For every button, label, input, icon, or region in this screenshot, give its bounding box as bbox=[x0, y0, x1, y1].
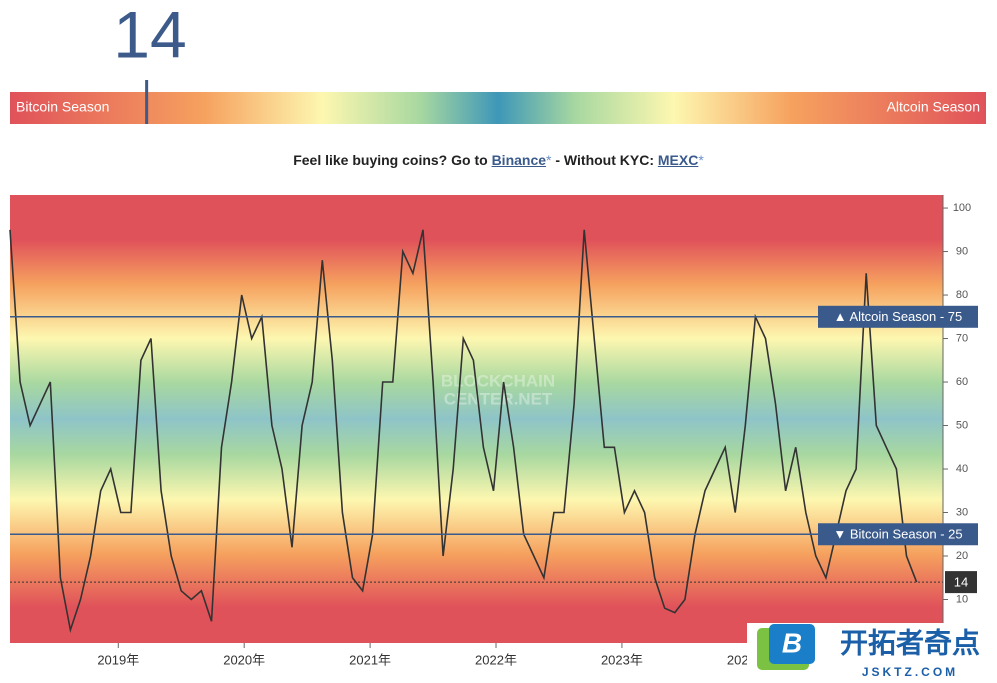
logo-url: JSKTZ.COM bbox=[862, 665, 958, 679]
star: * bbox=[698, 152, 704, 168]
y-tick-label: 20 bbox=[956, 550, 968, 562]
y-tick-label: 60 bbox=[956, 376, 968, 388]
logo: B 开拓者奇点 JSKTZ.COM bbox=[747, 623, 997, 683]
y-tick-label: 80 bbox=[956, 289, 968, 301]
y-tick-label: 10 bbox=[956, 593, 968, 605]
current-label-box bbox=[945, 571, 977, 594]
x-tick-label: 2019年 bbox=[97, 652, 139, 667]
logo-icon-text: B bbox=[782, 627, 802, 658]
watermark: CENTER.NET bbox=[444, 389, 553, 408]
star: * bbox=[546, 152, 552, 168]
x-tick-label: 2022年 bbox=[475, 652, 517, 667]
watermark: BLOCKCHAIN bbox=[441, 371, 555, 390]
gauge-left-label: Bitcoin Season bbox=[16, 99, 109, 115]
link[interactable]: MEXC bbox=[657, 152, 699, 168]
logo-name: 开拓者奇点 bbox=[840, 627, 980, 658]
line bbox=[9, 229, 918, 634]
current-value: 14 bbox=[113, 0, 186, 71]
y-tick-label: 50 bbox=[956, 419, 968, 431]
y-tick-label: 100 bbox=[953, 202, 971, 214]
promo-text: Feel like buying coins? Go to bbox=[293, 152, 488, 168]
reference-label-box bbox=[818, 305, 978, 328]
logo-icon bbox=[769, 624, 815, 664]
reference-label-box bbox=[818, 523, 978, 546]
gauge-right-label: Altcoin Season bbox=[887, 99, 980, 115]
x-tick-label: 2021年 bbox=[349, 652, 391, 667]
y-tick-label: 70 bbox=[956, 332, 968, 344]
promo-text: - Without KYC: bbox=[555, 152, 654, 168]
x-tick-label: 2023年 bbox=[601, 652, 643, 667]
y-tick-label: 90 bbox=[956, 245, 968, 257]
plot-background bbox=[10, 195, 943, 643]
link[interactable]: Binance bbox=[491, 152, 547, 168]
promo: Feel like buying coins? Go to Binance* -… bbox=[0, 152, 997, 168]
y-tick-label: 40 bbox=[956, 463, 968, 475]
plot: 10 20 30 40 50 60 70 80 90 100 2019年 2020年 2021年 2022… bbox=[9, 80, 978, 667]
reference-label: ▼ Bitcoin Season - 25 bbox=[833, 527, 962, 542]
x-tick-label: 2020年 bbox=[223, 652, 265, 667]
current-label: 14 bbox=[954, 575, 968, 590]
y-tick-label: 30 bbox=[956, 506, 968, 518]
gauge-bar bbox=[10, 92, 986, 124]
reference-label: ▲ Altcoin Season - 75 bbox=[834, 309, 963, 324]
